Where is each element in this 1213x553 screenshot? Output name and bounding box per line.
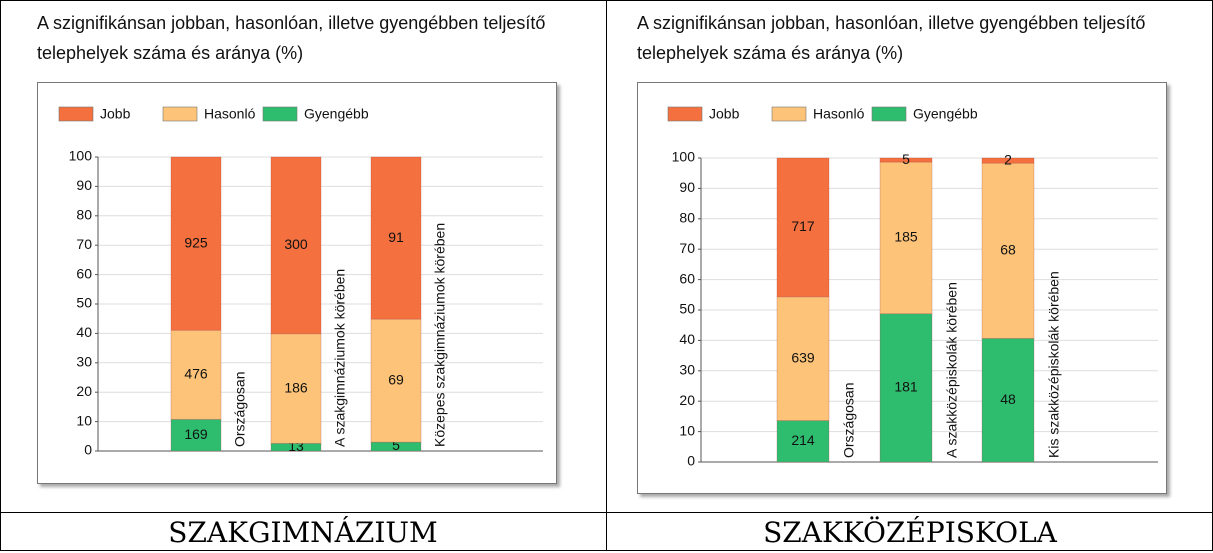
y-tick-label: 20 [76,383,92,399]
value-label: 300 [284,236,308,252]
bar-segment [170,329,222,420]
value-label: 925 [184,234,208,250]
legend-swatch [771,106,807,122]
y-tick-label: 90 [76,177,92,193]
y-tick-label: 70 [76,236,92,252]
bar-segment [170,418,222,452]
value-label: 717 [791,218,815,234]
value-label: 48 [1000,391,1016,407]
x-tick-label: Közepes szakgimnáziumok körében [432,223,448,447]
y-tick-label: 20 [679,392,695,408]
y-tick-label: 10 [679,422,695,438]
y-tick-label: 90 [679,179,695,195]
table-divider [0,512,1213,513]
y-tick-label: 60 [679,270,695,286]
chart-box: Jobb Hasonló Gyengébb 0 10 20 30 40 50 60 70 80 90 10… [637,82,1167,494]
value-label: 639 [791,349,815,365]
legend-swatch [58,106,94,122]
x-tick-label: Kis szakközépiskolák körében [1046,271,1062,458]
bar-segment [170,156,222,331]
caption: SZAKGIMNÁZIUM [168,516,438,549]
bar-segment [270,156,322,335]
bar-segment [776,420,830,463]
y-tick-label: 30 [76,354,92,370]
y-tick-label: 70 [679,240,695,256]
value-label: 181 [894,379,918,395]
legend-swatch [262,106,298,122]
y-tick-label: 40 [679,331,695,347]
bar-segment [776,296,830,421]
x-tick-label: Országosan [232,372,248,447]
value-label: 169 [184,426,208,442]
x-tick-label: A szakközépiskolák körében [944,282,960,458]
value-label: 2 [1004,151,1012,167]
table-divider [606,0,607,551]
legend-label: Hasonló [204,106,256,122]
bar-segment [370,156,422,320]
bar-segment [879,313,933,463]
value-label: 186 [284,379,308,395]
value-label: 91 [388,229,404,245]
legend-label: Gyengébb [304,106,369,122]
legend-label: Jobb [709,106,740,122]
y-tick-label: 100 [672,149,696,165]
legend-label: Hasonló [813,106,865,122]
chart-box: Jobb Hasonló Gyengébb 0 10 20 30 40 50 60 70 80 90 10… [37,82,557,484]
x-tick-label: A szakgimnáziumok körében [332,269,348,447]
y-tick-label: 80 [679,210,695,226]
y-tick-label: 0 [687,453,695,469]
legend-swatch [871,106,907,122]
legend-label: Jobb [100,106,131,122]
chart: Jobb Hasonló Gyengébb 0 10 20 30 40 50 60 70 80 90 10… [667,106,1158,469]
value-label: 185 [894,229,918,245]
y-tick-label: 50 [679,301,695,317]
legend-label: Gyengébb [913,106,978,122]
bar-segment [370,318,422,443]
legend-swatch [667,106,703,122]
y-tick-label: 0 [84,442,92,458]
bar-segment [981,157,1035,164]
chart-title: A szignifikánsan jobban, hasonlóan, ille… [37,13,546,63]
bar-segment [879,157,933,163]
value-label: 214 [791,432,815,448]
value-label: 476 [184,365,208,381]
y-tick-label: 50 [76,295,92,311]
caption: SZAKKÖZÉPISKOLA [763,516,1057,549]
chart-title: A szignifikánsan jobban, hasonlóan, ille… [637,13,1146,63]
y-tick-label: 40 [76,324,92,340]
bar-segment [981,337,1035,463]
legend-swatch [162,106,198,122]
value-label: 5 [392,437,400,453]
chart: Jobb Hasonló Gyengébb 0 10 20 30 40 50 60 70 80 90 10… [58,106,543,458]
bar-segment [879,161,933,315]
y-tick-label: 100 [69,148,93,164]
value-label: 5 [902,151,910,167]
bar-segment [981,162,1035,339]
y-tick-label: 80 [76,207,92,223]
y-tick-label: 30 [679,362,695,378]
bar-segment [776,157,830,298]
value-label: 68 [1000,241,1016,257]
y-tick-label: 60 [76,265,92,281]
y-tick-label: 10 [76,412,92,428]
value-label: 69 [388,371,404,387]
x-tick-label: Országosan [841,383,857,458]
